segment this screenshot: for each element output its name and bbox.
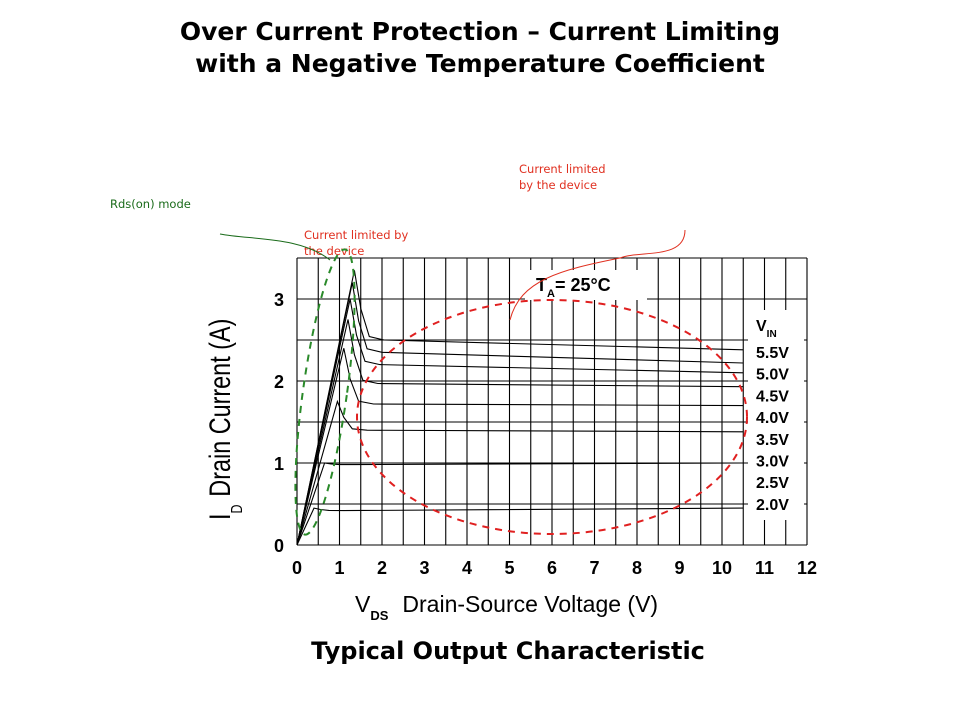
- curve-2-0V: [296, 507, 744, 546]
- legend-entry: 3.5V: [756, 432, 789, 449]
- current-limited-right-line2: by the device: [519, 178, 598, 192]
- legend-entry: 5.5V: [756, 345, 789, 362]
- current-limited-right-annotation: Current limited by the device: [519, 161, 606, 193]
- x-tick-label: 8: [632, 558, 642, 578]
- x-tick-label: 6: [547, 558, 557, 578]
- temp-label-bg: [525, 270, 647, 300]
- x-tick-label: 3: [419, 558, 429, 578]
- chart-grid: [296, 257, 808, 546]
- y-tick-label: 0: [274, 536, 284, 556]
- page-title: Over Current Protection – Current Limiti…: [0, 16, 960, 80]
- legend-entry: 4.5V: [756, 388, 789, 405]
- legend-entry: 5.0V: [756, 367, 789, 384]
- y-tick-label: 2: [274, 372, 284, 392]
- curve-4-0V: [296, 319, 744, 546]
- x-tick-label: 11: [755, 558, 774, 578]
- x-tick-label: 0: [292, 558, 302, 578]
- current-limited-left-line2: the device: [304, 244, 365, 258]
- current-limited-left-line1: Current limited by: [304, 228, 409, 242]
- curve-3-5V: [296, 348, 744, 546]
- x-tick-label: 9: [674, 558, 684, 578]
- x-tick-label: 1: [334, 558, 344, 578]
- x-axis-label: VDS Drain-Source Voltage (V): [355, 591, 658, 623]
- legend-entry: 2.0V: [756, 497, 789, 514]
- x-tick-label: 7: [589, 558, 599, 578]
- x-tick-label: 4: [462, 558, 472, 578]
- x-tick-label: 2: [377, 558, 387, 578]
- legend-entry: 3.0V: [756, 454, 789, 471]
- legend-entry: 2.5V: [756, 475, 789, 492]
- y-tick-label: 1: [274, 454, 284, 474]
- legend-title: VIN: [756, 318, 777, 340]
- current-limited-pointer: [509, 229, 686, 321]
- rds-on-mode-annotation: Rds(on) mode: [110, 197, 191, 211]
- curve-5-0V: [296, 282, 744, 546]
- rds-on-region-ellipse: [294, 248, 356, 536]
- title-line-1: Over Current Protection – Current Limiti…: [179, 17, 781, 46]
- x-tick-label: 5: [504, 558, 514, 578]
- curve-3-0V: [296, 399, 744, 546]
- current-limited-region-ellipse: [356, 299, 748, 535]
- legend-entry: 4.0V: [756, 410, 789, 427]
- x-tick-label: 10: [712, 558, 732, 578]
- rds-on-pointer: [219, 233, 331, 261]
- legend-bg: [748, 310, 804, 520]
- temp-label: TA= 25°C: [536, 275, 611, 300]
- x-tick-labels: 0 1 2 3 4 5 6 7 8 9 10 11 12: [292, 558, 817, 578]
- curve-4-5V: [296, 298, 744, 546]
- y-tick-label: 3: [274, 290, 284, 310]
- x-tick-label: 12: [797, 558, 817, 578]
- y-axis-label: IDDrain Current (A): [203, 319, 246, 520]
- current-limited-left-annotation: Current limited by the device: [304, 227, 408, 259]
- y-tick-labels: 0 1 2 3: [274, 290, 284, 556]
- vin-legend: VIN 5.5V 5.0V 4.5V 4.0V 3.5V 3.0V 2.5V 2.0V: [748, 310, 804, 520]
- current-limited-right-line1: Current limited: [519, 162, 606, 176]
- title-line-2: with a Negative Temperature Coefficient: [195, 49, 765, 78]
- chart-title: Typical Output Characteristic: [311, 637, 705, 665]
